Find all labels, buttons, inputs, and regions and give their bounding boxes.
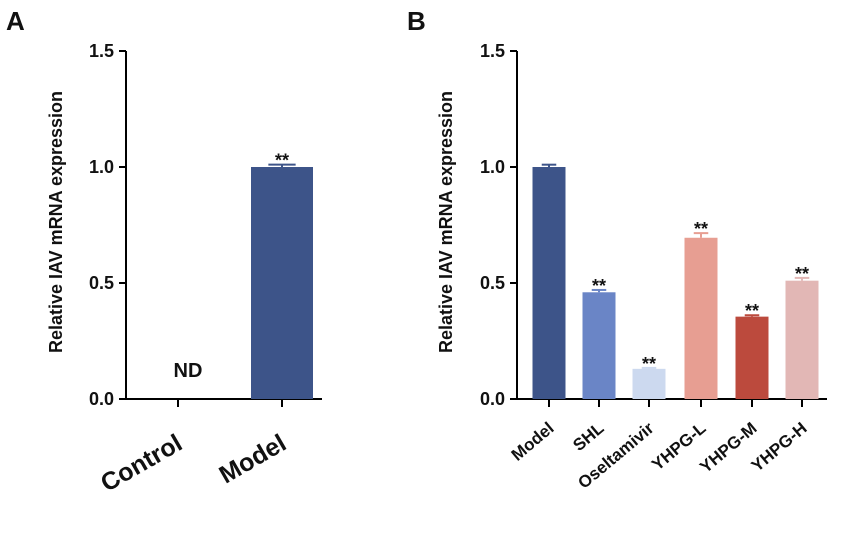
panel-b-bar [532,167,566,399]
panel-b-bar [684,237,718,399]
panel-a-x-tick-label: Model [214,429,291,489]
panel-b-x-tick-label: SHL [569,419,607,455]
panel-b-x-tick-label: YHPG-H [748,419,811,476]
panel-a-x-tick-label: Control [96,429,187,498]
panel-a-y-axis-label: Relative IAV mRNA expression [46,91,66,353]
panel-a-y-tick-label: 0.0 [89,389,114,409]
panel-a: A Relative IAV mRNA expression 0.0 0.5 1.0… [6,6,322,498]
panel-b-significance-label: ** [592,276,606,296]
panel-b: B Relative IAV mRNA expression 0.0 0.5 1.0… [407,6,827,493]
panel-b-y-tick-label: 0.5 [480,273,505,293]
panel-b-x-tick-label: Model [508,419,558,465]
panel-b-y-tick-label: 1.0 [480,157,505,177]
panel-b-x-tick-label: YHPG-M [696,419,760,477]
panel-b-significance-label: ** [642,354,656,374]
panel-b-bar [582,292,616,399]
panel-b-significance-label: ** [795,264,809,284]
panel-a-y-tick-label: 1.0 [89,157,114,177]
panel-b-bar [785,280,819,399]
panel-a-significance-label: ** [275,151,289,171]
panel-b-y-axis-label: Relative IAV mRNA expression [436,91,456,353]
panel-b-significance-label: ** [745,301,759,321]
panel-a-bar [251,167,313,399]
panel-b-bar [735,316,769,399]
panel-a-y-tick-label: 1.5 [89,41,114,61]
panel-a-y-tick-label: 0.5 [89,273,114,293]
panel-a-letter: A [6,6,25,36]
panel-b-letter: B [407,6,426,36]
panel-b-bar [632,368,666,399]
panel-b-significance-label: ** [694,219,708,239]
panel-b-y-tick-label: 0.0 [480,389,505,409]
panel-b-y-tick-label: 1.5 [480,41,505,61]
panel-a-nd-label: ND [174,360,203,382]
